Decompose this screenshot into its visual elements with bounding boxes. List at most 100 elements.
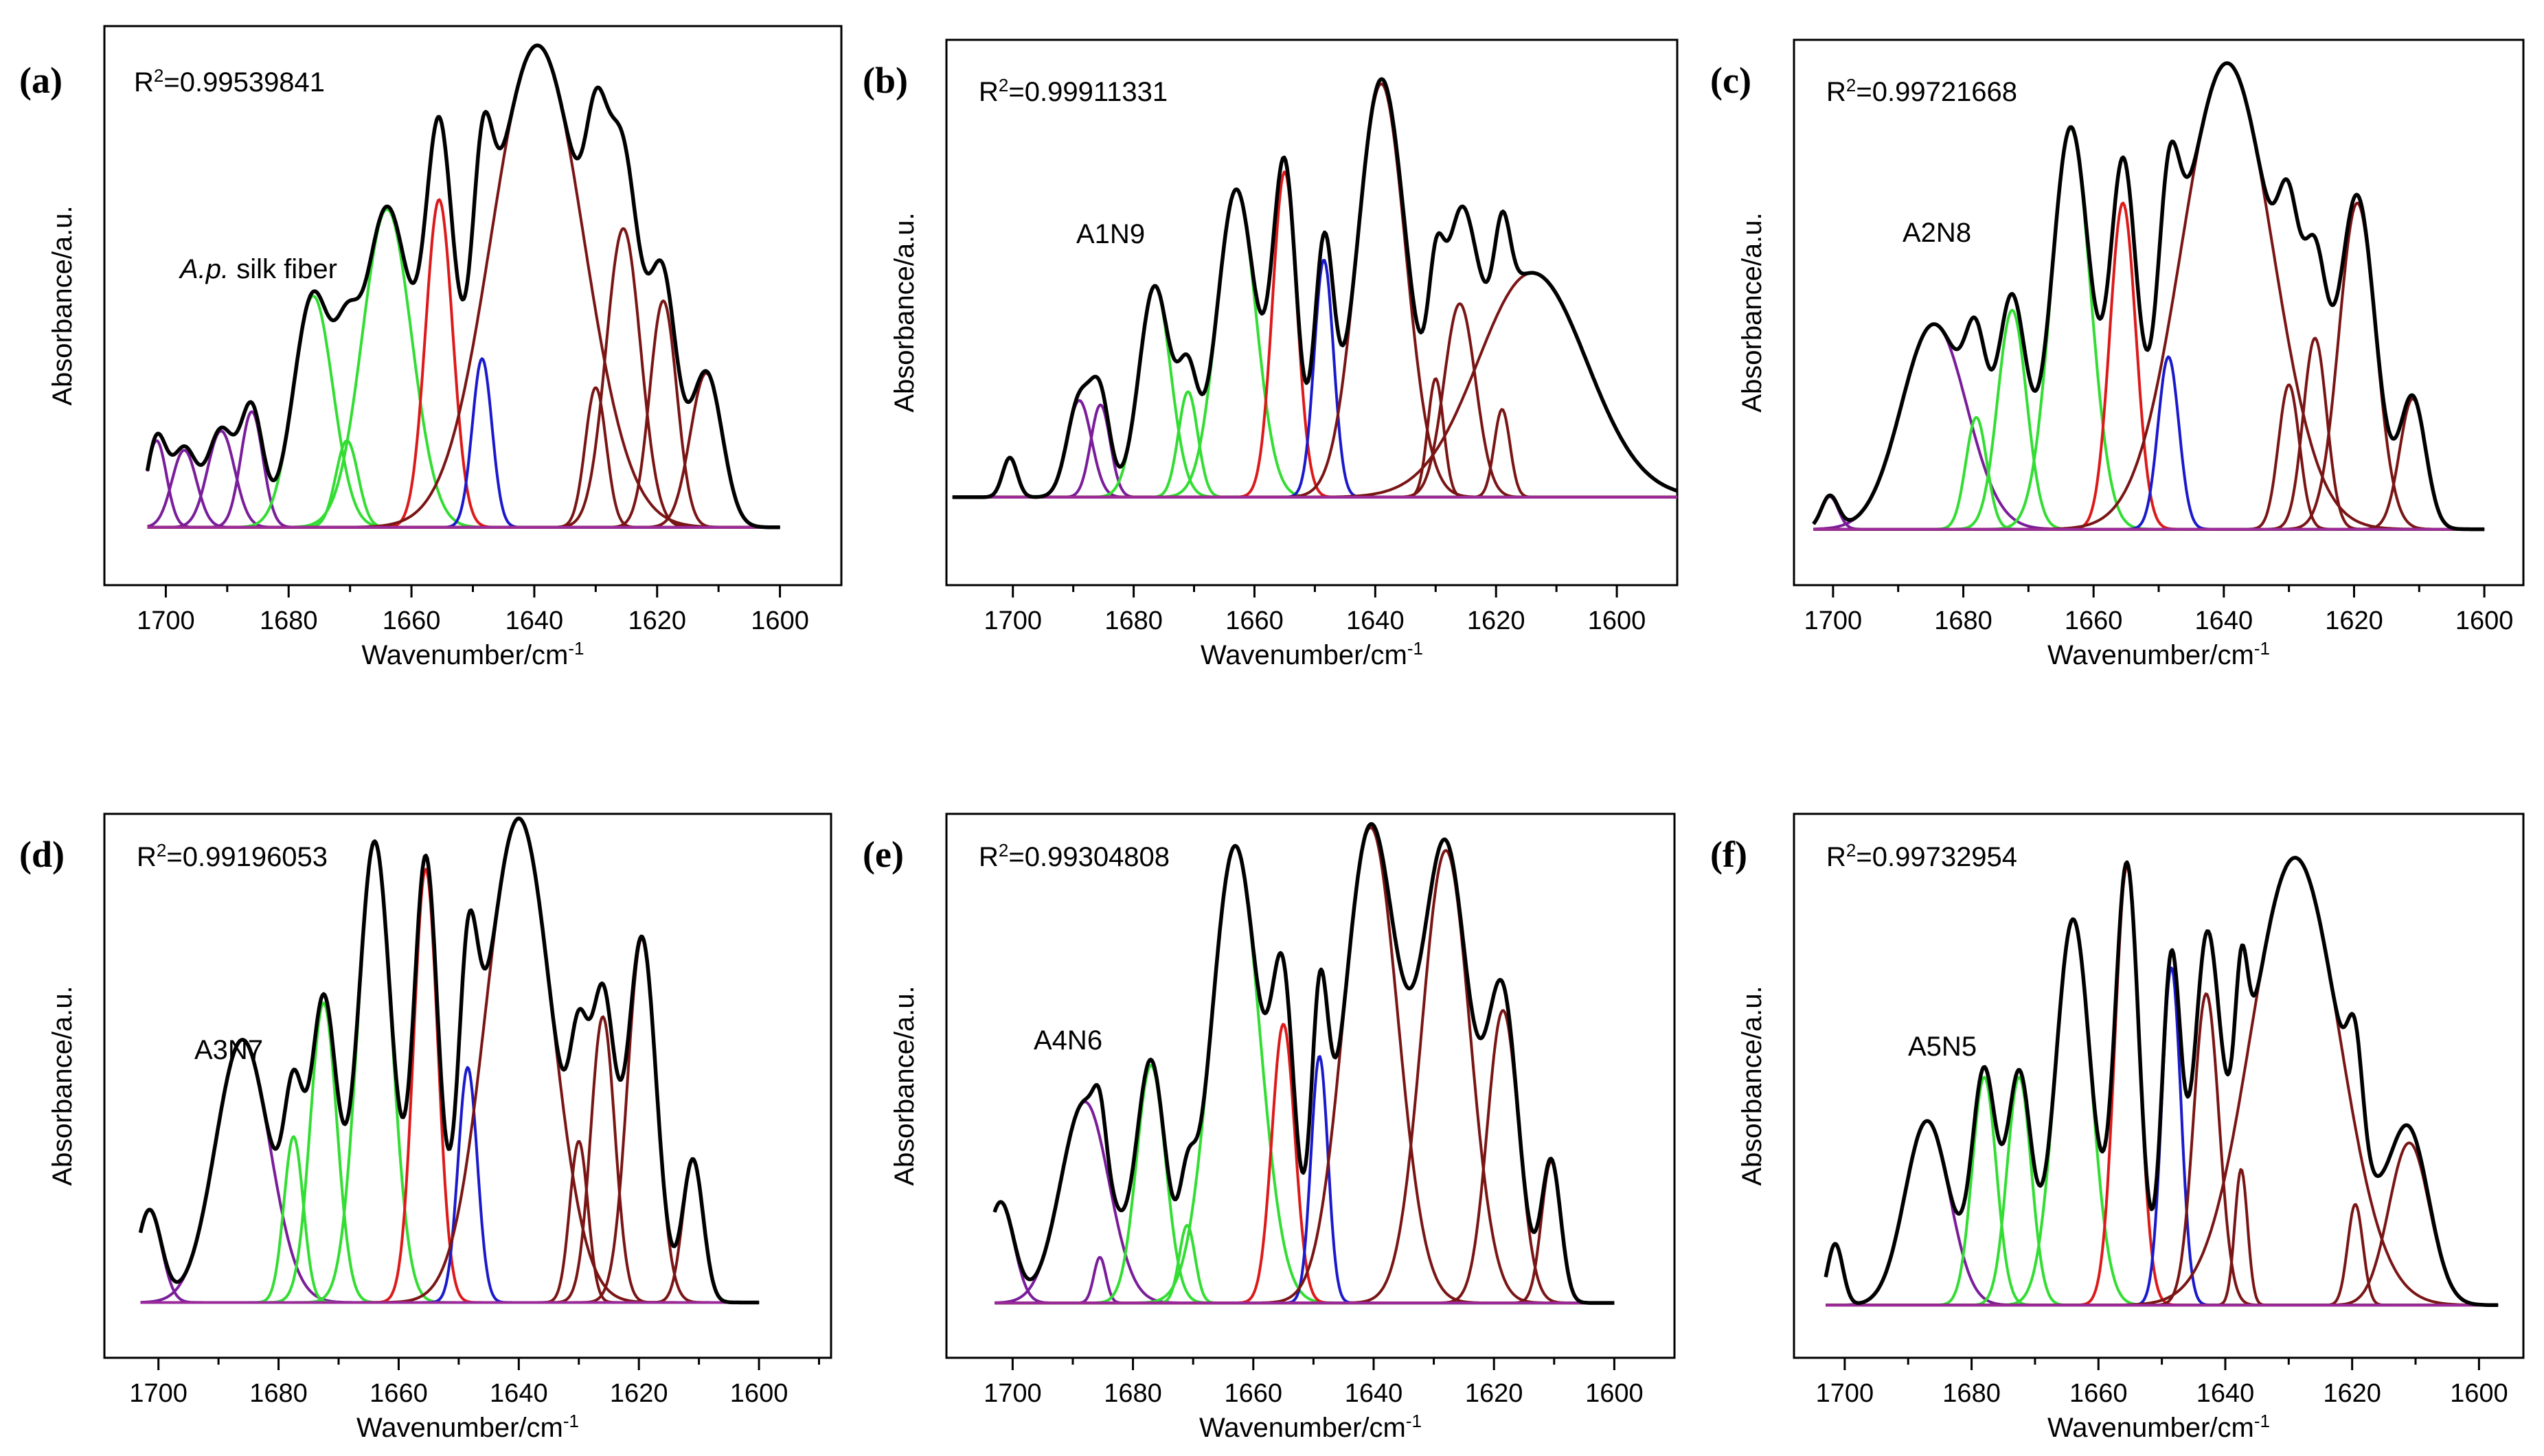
x-tick-label: 1600 bbox=[2455, 606, 2514, 635]
x-axis-title-text: Wavenumber/cm bbox=[356, 1413, 563, 1443]
x-tick-label: 1700 bbox=[1816, 1379, 1874, 1408]
x-axis-title-text: Wavenumber/cm bbox=[2047, 640, 2254, 670]
measured-spectrum-envelope bbox=[992, 821, 1615, 1305]
fitted-peak-green bbox=[994, 844, 1615, 1305]
plot-frame bbox=[945, 38, 1679, 587]
y-axis-title: Absorbance/a.u. bbox=[889, 212, 920, 412]
y-axis-title: Absorbance/a.u. bbox=[889, 986, 920, 1185]
plot-frame bbox=[1793, 812, 2525, 1359]
fitted-peak-purple bbox=[1826, 1119, 2499, 1307]
x-axis-title: Wavenumber/cm-1 bbox=[2047, 638, 2270, 670]
sample-label-text: A4N6 bbox=[1034, 1025, 1102, 1056]
fitted-peak-blue bbox=[994, 1055, 1615, 1305]
fitted-peak-red bbox=[1813, 201, 2485, 531]
r-squared-value: =0.99721668 bbox=[1856, 77, 2017, 107]
r-squared-symbol: R bbox=[979, 842, 999, 872]
y-axis-title: Absorbance/a.u. bbox=[1737, 986, 1767, 1185]
x-axis-title: Wavenumber/cm-1 bbox=[1201, 638, 1423, 670]
r-squared-power: 2 bbox=[154, 65, 163, 86]
sample-label: A4N6 bbox=[1034, 1025, 1102, 1056]
fitted-peak-red bbox=[140, 867, 760, 1304]
fitted-peak-brown bbox=[994, 849, 1615, 1305]
x-axis-title-text: Wavenumber/cm bbox=[362, 640, 569, 670]
sample-label: A5N5 bbox=[1908, 1032, 1977, 1062]
fitted-peak-brown bbox=[1826, 1203, 2499, 1307]
fitted-peak-green bbox=[1813, 127, 2485, 531]
x-axis-title: Wavenumber/cm-1 bbox=[356, 1411, 579, 1443]
x-tick-label: 1600 bbox=[1585, 1379, 1644, 1408]
r-squared-symbol: R bbox=[1826, 842, 1846, 872]
x-tick-label: 1640 bbox=[1346, 606, 1405, 635]
r-squared-symbol: R bbox=[979, 77, 999, 107]
x-tick-label: 1680 bbox=[249, 1379, 308, 1408]
ftir-panel-f: 1700 1680 1660 1640 1620 1600 Wavenumber/cm-1 A… bbox=[1710, 812, 2525, 1443]
x-tick-label: 1700 bbox=[137, 606, 195, 635]
x-axis-title: Wavenumber/cm-1 bbox=[362, 638, 584, 670]
x-tick-label: 1700 bbox=[984, 606, 1042, 635]
x-tick-label: 1640 bbox=[506, 606, 564, 635]
panel-label: (f) bbox=[1710, 834, 1747, 875]
ftir-panel-a: 1700 1680 1660 1640 1620 1600 Wavenumber/cm-1 A… bbox=[19, 25, 843, 670]
fitted-peak-green bbox=[994, 1064, 1615, 1305]
plot-frame bbox=[1793, 38, 2525, 587]
panel-label: (d) bbox=[19, 834, 65, 875]
r-squared-annotation: R2=0.99304808 bbox=[979, 840, 1170, 872]
x-tick-label: 1700 bbox=[984, 1379, 1042, 1408]
x-tick-label: 1680 bbox=[1104, 606, 1163, 635]
measured-spectrum-envelope bbox=[1824, 856, 2499, 1308]
sample-label: A.p. silk fiber bbox=[179, 254, 337, 284]
r-squared-annotation: R2=0.99539841 bbox=[134, 65, 325, 98]
fitted-peak-red bbox=[147, 198, 780, 529]
x-tick-label: 1660 bbox=[1225, 1379, 1283, 1408]
x-tick-label: 1660 bbox=[2069, 1379, 2128, 1408]
fitted-peak-blue bbox=[140, 1066, 760, 1304]
r-squared-value: =0.99732954 bbox=[1856, 842, 2017, 872]
r-squared-symbol: R bbox=[134, 67, 154, 98]
measured-spectrum-envelope bbox=[138, 816, 760, 1305]
fitted-peak-brown bbox=[952, 82, 1677, 499]
x-tick-label: 1600 bbox=[751, 606, 809, 635]
x-tick-label: 1680 bbox=[1942, 1379, 2001, 1408]
x-axis-title-text: Wavenumber/cm bbox=[1201, 640, 1407, 670]
r-squared-annotation: R2=0.99732954 bbox=[1826, 840, 2017, 872]
x-tick-label: 1700 bbox=[129, 1379, 188, 1408]
x-tick-label: 1600 bbox=[1588, 606, 1646, 635]
x-axis-title-power: -1 bbox=[2254, 638, 2270, 659]
x-axis-title-power: -1 bbox=[563, 1411, 579, 1431]
x-tick-label: 1660 bbox=[1225, 606, 1284, 635]
y-axis-title: Absorbance/a.u. bbox=[47, 986, 78, 1185]
x-tick-label: 1700 bbox=[1804, 606, 1863, 635]
panel-label: (c) bbox=[1710, 60, 1751, 101]
r-squared-value: =0.99539841 bbox=[163, 67, 325, 98]
x-axis-title-power: -1 bbox=[1407, 638, 1423, 659]
r-squared-power: 2 bbox=[1846, 75, 1856, 95]
x-tick-label: 1680 bbox=[1934, 606, 1992, 635]
plot-frame bbox=[103, 25, 843, 587]
sample-label: A1N9 bbox=[1076, 219, 1145, 249]
x-axis-title-power: -1 bbox=[1406, 1411, 1422, 1431]
r-squared-power: 2 bbox=[157, 840, 166, 861]
r-squared-annotation: R2=0.99721668 bbox=[1826, 75, 2017, 107]
fitted-peak-brown bbox=[994, 826, 1615, 1305]
panel-label: (a) bbox=[19, 60, 63, 101]
ftir-panel-e: 1700 1680 1660 1640 1620 1600 Wavenumber/cm-1 A… bbox=[863, 812, 1676, 1443]
plot-frame bbox=[103, 812, 832, 1359]
sample-label-text: A2N8 bbox=[1903, 218, 1971, 248]
r-squared-symbol: R bbox=[1826, 77, 1846, 107]
x-tick-label: 1680 bbox=[260, 606, 318, 635]
x-axis-title: Wavenumber/cm-1 bbox=[1199, 1411, 1422, 1443]
r-squared-value: =0.99304808 bbox=[1008, 842, 1170, 872]
sample-label-text: silk fiber bbox=[229, 254, 337, 284]
panel-label: (b) bbox=[863, 60, 908, 101]
x-tick-label: 1600 bbox=[730, 1379, 788, 1408]
x-tick-label: 1620 bbox=[610, 1379, 668, 1408]
x-axis-title-text: Wavenumber/cm bbox=[1199, 1413, 1406, 1443]
x-tick-label: 1600 bbox=[2450, 1379, 2508, 1408]
r-squared-power: 2 bbox=[999, 840, 1008, 861]
r-squared-annotation: R2=0.99911331 bbox=[979, 75, 1168, 107]
fitted-peak-brown bbox=[1826, 1141, 2499, 1307]
sample-label-text: A5N5 bbox=[1908, 1032, 1977, 1062]
r-squared-value: =0.99911331 bbox=[1008, 77, 1168, 107]
y-axis-title: Absorbance/a.u. bbox=[1737, 212, 1767, 412]
